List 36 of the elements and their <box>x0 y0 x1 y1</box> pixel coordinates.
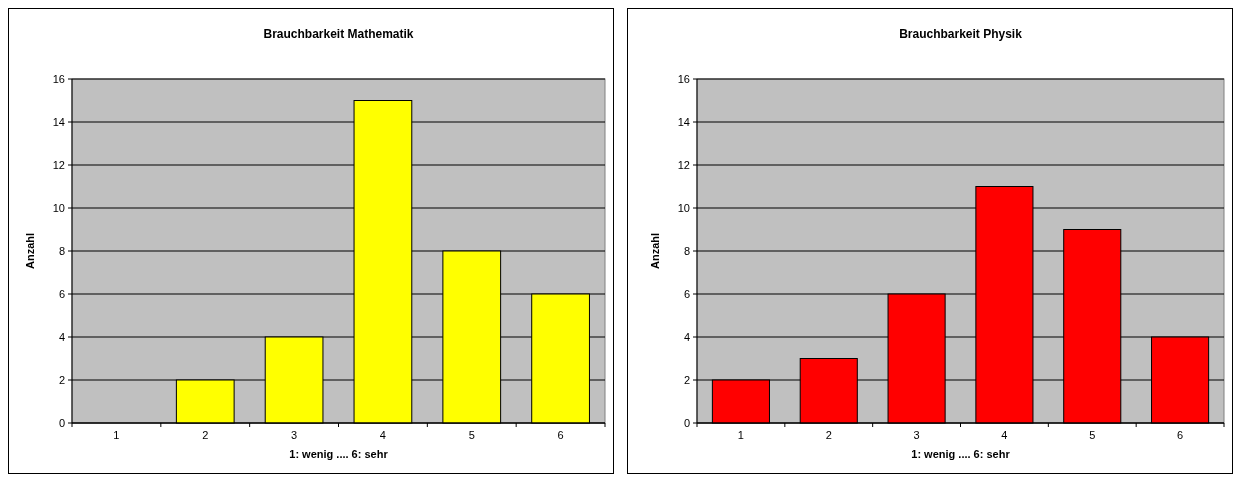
x-tick-label: 5 <box>468 429 475 441</box>
x-tick-label: 1 <box>113 429 120 441</box>
y-tick-label: 14 <box>677 115 690 128</box>
y-axis-title: Anzahl <box>649 232 661 270</box>
y-tick-label: 8 <box>683 244 690 257</box>
y-tick-label: 6 <box>683 287 690 300</box>
y-tick-label: 2 <box>683 373 690 386</box>
y-tick-label: 12 <box>677 158 690 171</box>
y-tick-label: 0 <box>58 416 65 429</box>
y-tick-label: 12 <box>52 158 65 171</box>
x-axis-title: 1: wenig .... 6: sehr <box>911 448 1011 460</box>
x-tick-label: 4 <box>379 429 386 441</box>
y-tick-label: 14 <box>52 115 65 128</box>
y-axis-title: Anzahl <box>24 232 36 270</box>
x-tick-label: 1 <box>737 429 744 441</box>
y-tick-label: 2 <box>58 373 65 386</box>
x-tick-label: 2 <box>202 429 209 441</box>
x-tick-label: 6 <box>1177 429 1184 441</box>
y-tick-label: 10 <box>52 201 65 214</box>
x-axis-title: 1: wenig .... 6: sehr <box>289 448 389 460</box>
chart-title: Brauchbarkeit Mathematik <box>263 27 414 41</box>
x-tick-label: 3 <box>291 429 298 441</box>
x-tick-label: 4 <box>1001 429 1008 441</box>
y-tick-label: 6 <box>58 287 65 300</box>
y-tick-label: 4 <box>58 330 65 343</box>
y-tick-label: 0 <box>683 416 690 429</box>
x-tick-label: 6 <box>557 429 564 441</box>
x-tick-label: 3 <box>913 429 920 441</box>
y-tick-label: 4 <box>683 330 690 343</box>
x-tick-label: 5 <box>1089 429 1096 441</box>
y-tick-label: 16 <box>52 72 65 85</box>
chart-title: Brauchbarkeit Physik <box>899 27 1023 41</box>
y-tick-label: 8 <box>58 244 65 257</box>
x-tick-label: 2 <box>825 429 832 441</box>
y-tick-label: 16 <box>677 72 690 85</box>
y-tick-label: 10 <box>677 201 690 214</box>
